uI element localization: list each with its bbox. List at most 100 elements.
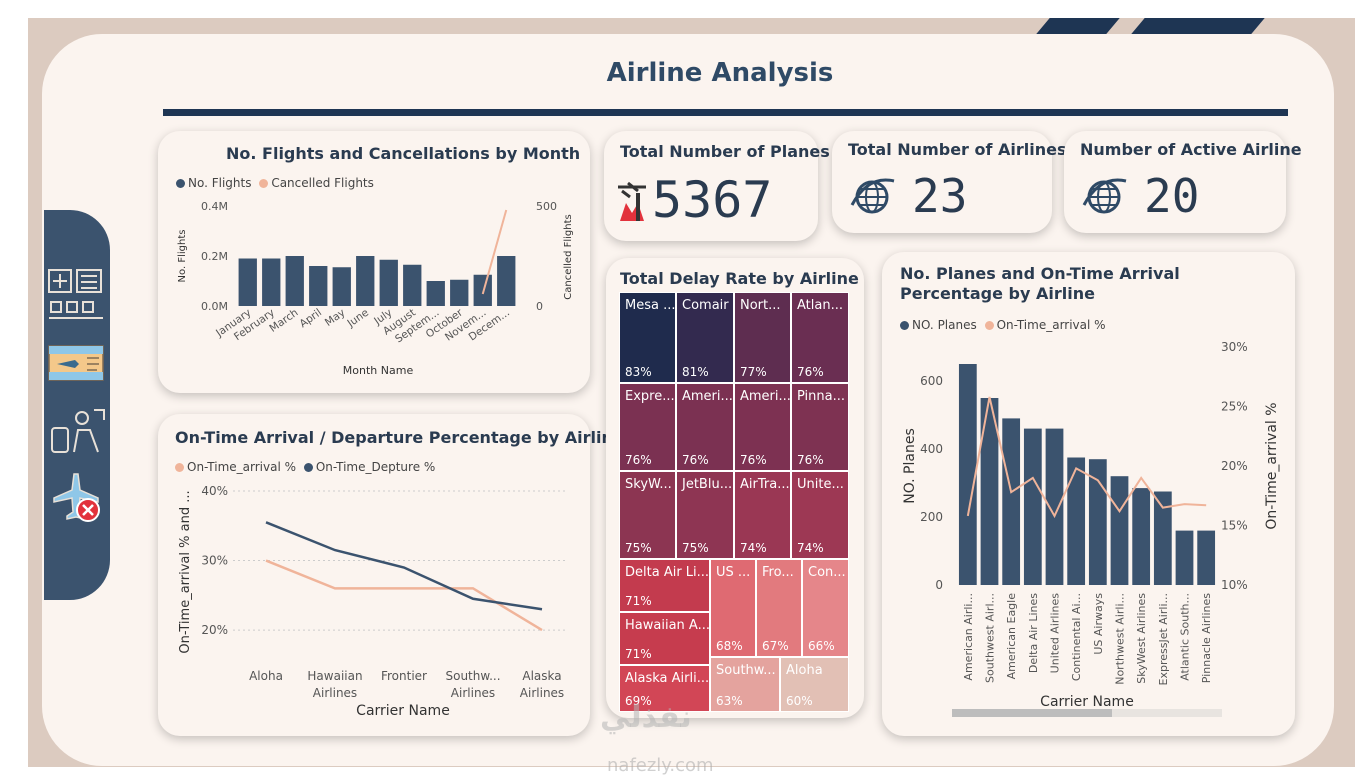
title-divider bbox=[163, 109, 1288, 116]
treemap-cell[interactable]: Ameri... 76% bbox=[734, 383, 791, 471]
treemap-cell[interactable]: Nort... 77% bbox=[734, 292, 791, 383]
treemap-cell[interactable]: US ... 68% bbox=[710, 559, 756, 657]
legend-label: NO. Planes bbox=[912, 318, 977, 332]
treemap-cell[interactable]: Alaska Airli... 69% bbox=[619, 665, 710, 712]
treemap-cell-label: Pinna... bbox=[797, 389, 846, 404]
scrollbar-thumb[interactable] bbox=[952, 709, 1112, 717]
ontime-line bbox=[966, 396, 1207, 519]
treemap-cell-label: SkyW... bbox=[625, 477, 672, 492]
bar bbox=[426, 281, 445, 306]
treemap-cell-label: Southw... bbox=[716, 663, 776, 678]
treemap-cell[interactable]: Mesa ... 83% bbox=[619, 292, 676, 383]
treemap-cell-label: Hawaiian A... bbox=[625, 618, 710, 633]
y2-axis-label: On-Time_arrival % bbox=[1264, 402, 1280, 529]
globe-icon bbox=[1082, 178, 1127, 214]
treemap-cell-label: JetBlu... bbox=[682, 477, 733, 492]
treemap-cell-value: 71% bbox=[625, 647, 652, 661]
treemap-cell[interactable]: Aloha 60% bbox=[780, 657, 849, 712]
treemap-cell-value: 83% bbox=[625, 365, 652, 379]
bar bbox=[1088, 459, 1107, 585]
legend-swatch bbox=[984, 321, 994, 330]
bar bbox=[1067, 457, 1086, 585]
treemap-cell-value: 76% bbox=[682, 453, 709, 467]
treemap-cell-value: 77% bbox=[740, 365, 767, 379]
page-title: Airline Analysis bbox=[606, 58, 834, 88]
y-axis-label: On-Time_arrival % and ... bbox=[178, 490, 193, 653]
treemap-cell-value: 75% bbox=[625, 541, 652, 555]
horizontal-scrollbar[interactable] bbox=[952, 709, 1222, 717]
passenger-icon[interactable] bbox=[51, 409, 105, 453]
kpi-label: Total Number of Airlines bbox=[848, 140, 1067, 159]
ticket-icon[interactable] bbox=[48, 345, 104, 381]
y-axis-label: NO. Planes bbox=[902, 428, 918, 504]
x-axis-label: Month Name bbox=[343, 364, 414, 377]
bar bbox=[980, 398, 999, 585]
treemap-cell[interactable]: Con... 66% bbox=[802, 559, 849, 657]
bar bbox=[450, 279, 469, 306]
treemap-cell-value: 68% bbox=[716, 639, 743, 653]
treemap-cell[interactable]: Hawaiian A... 71% bbox=[619, 612, 710, 665]
treemap-cell-value: 63% bbox=[716, 694, 743, 708]
cancelled-flight-icon[interactable] bbox=[53, 473, 100, 522]
airport-icon[interactable] bbox=[48, 269, 103, 319]
chart-title: No. Flights and Cancellations by Month bbox=[226, 144, 581, 163]
treemap-cell[interactable]: Fro... 67% bbox=[756, 559, 802, 657]
treemap-cell-value: 76% bbox=[797, 453, 824, 467]
treemap-cell[interactable]: Unite... 74% bbox=[791, 471, 849, 559]
legend-swatch bbox=[176, 179, 185, 188]
series-line bbox=[265, 559, 543, 632]
x-tick-label: Alaska Airlines bbox=[520, 669, 564, 700]
y-tick-label: 0.0M bbox=[201, 300, 228, 313]
treemap-cell-value: 71% bbox=[625, 594, 652, 608]
bar bbox=[1153, 491, 1172, 585]
treemap-cell[interactable]: Pinna... 76% bbox=[791, 383, 849, 471]
treemap-cell-value: 69% bbox=[625, 694, 652, 708]
treemap-cell[interactable]: Delta Air Li... 71% bbox=[619, 559, 710, 612]
bar bbox=[262, 258, 281, 306]
y2-tick-label: 20% bbox=[1221, 459, 1248, 473]
treemap-cell-label: Aloha bbox=[786, 663, 823, 678]
bar bbox=[1045, 428, 1064, 585]
series-line bbox=[265, 521, 543, 611]
x-tick-label: Delta Air Lines bbox=[1027, 593, 1040, 673]
planes-ontime-card: No. Planes and On-Time Arrival Percentag… bbox=[882, 252, 1295, 736]
bar bbox=[1132, 488, 1151, 585]
y2-tick-label: 30% bbox=[1221, 340, 1248, 354]
bar bbox=[958, 364, 977, 585]
legend-label: On-Time_Depture % bbox=[315, 460, 436, 474]
treemap-cell[interactable]: Expre... 76% bbox=[619, 383, 676, 471]
chart-title: No. Planes and On-Time Arrival Percentag… bbox=[900, 264, 1180, 303]
chart-title: Total Delay Rate by Airline bbox=[620, 269, 859, 288]
treemap-cell[interactable]: Atlan... 76% bbox=[791, 292, 849, 383]
delay-treemap-card: Total Delay Rate by Airline Mesa ... 83% C… bbox=[606, 258, 864, 718]
bar bbox=[285, 256, 304, 306]
globe-icon bbox=[850, 178, 895, 214]
treemap-cell[interactable]: Ameri... 76% bbox=[676, 383, 734, 471]
y2-axis-label: Cancelled Flights bbox=[563, 214, 574, 299]
treemap-cell-label: Delta Air Li... bbox=[625, 565, 710, 580]
bar bbox=[238, 258, 257, 306]
x-tick-label: June bbox=[345, 307, 371, 331]
treemap-cell-label: Ameri... bbox=[740, 389, 791, 404]
legend-label: On-Time_arrival % bbox=[187, 460, 296, 474]
treemap-cell[interactable]: Southw... 63% bbox=[710, 657, 780, 712]
treemap-cell[interactable]: JetBlu... 75% bbox=[676, 471, 734, 559]
x-tick-label: United Airlines bbox=[1049, 593, 1062, 674]
bar bbox=[1110, 476, 1129, 585]
chart-legend: No. Flights Cancelled Flights bbox=[176, 176, 374, 190]
watermark-url: nafezly.com bbox=[607, 755, 714, 776]
x-tick-label: Pinnacle Airlines bbox=[1200, 593, 1213, 683]
treemap-cell[interactable]: AirTra... 74% bbox=[734, 471, 791, 559]
kpi-active-card: Number of Active Airline 20 bbox=[1064, 131, 1302, 233]
treemap-cell-value: 66% bbox=[808, 639, 835, 653]
x-tick-label: American Airli... bbox=[962, 593, 975, 681]
treemap-cell[interactable]: SkyW... 75% bbox=[619, 471, 676, 559]
watermark: نفذلي bbox=[600, 700, 692, 735]
treemap-cell-label: Atlan... bbox=[797, 298, 843, 313]
x-tick-label: Northwest Airli... bbox=[1114, 593, 1127, 685]
legend-swatch bbox=[175, 463, 184, 472]
x-axis-label: Carrier Name bbox=[1040, 694, 1134, 710]
treemap-cell-value: 74% bbox=[740, 541, 767, 555]
bar bbox=[1197, 530, 1216, 585]
treemap-cell[interactable]: Comair 81% bbox=[676, 292, 734, 383]
